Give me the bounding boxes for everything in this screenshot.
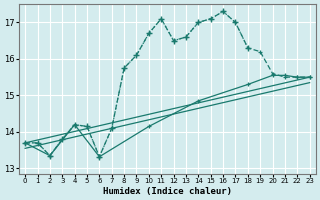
X-axis label: Humidex (Indice chaleur): Humidex (Indice chaleur) [103,187,232,196]
